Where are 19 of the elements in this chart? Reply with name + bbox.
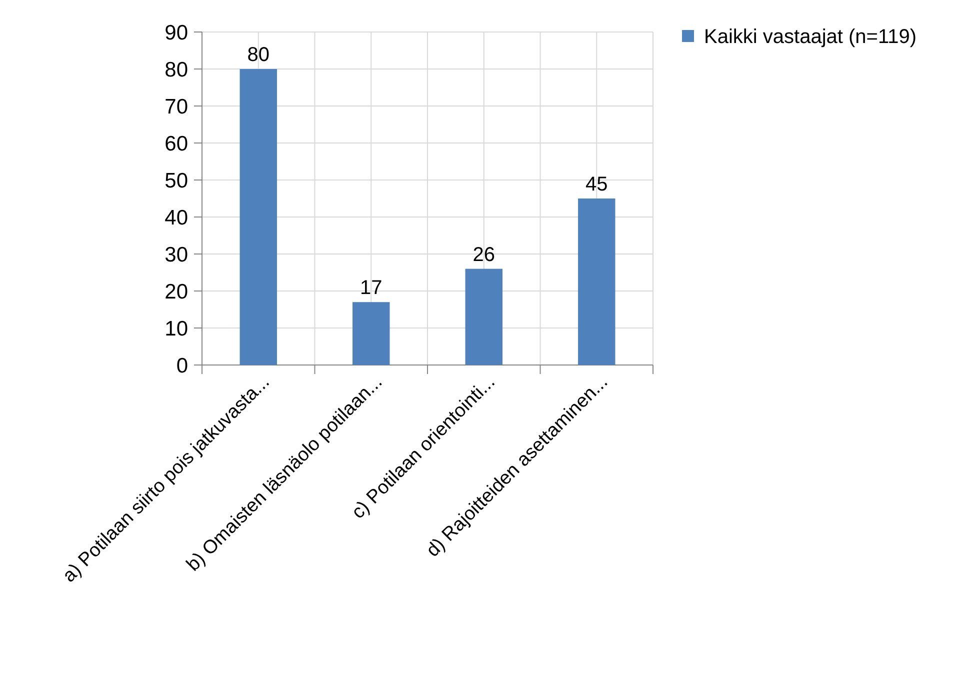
bar [240,69,277,365]
data-label: 17 [360,277,382,300]
y-tick-label: 80 [164,58,188,82]
data-label: 80 [247,44,270,66]
y-tick-label: 20 [164,280,188,304]
data-label: 45 [586,174,608,196]
y-tick-label: 40 [164,206,188,230]
y-tick-label: 60 [164,132,188,156]
y-tick-label: 10 [164,317,188,340]
y-tick-label: 70 [164,95,188,118]
y-tick-label: 90 [164,21,188,44]
legend-label: Kaikki vastaajat (n=119) [704,26,917,48]
data-label: 26 [472,244,495,266]
y-tick-label: 30 [164,243,188,266]
y-tick-label: 50 [164,169,188,192]
bar [578,198,616,365]
bar [352,302,390,365]
y-tick-label: 0 [176,354,188,378]
bar [465,268,502,365]
